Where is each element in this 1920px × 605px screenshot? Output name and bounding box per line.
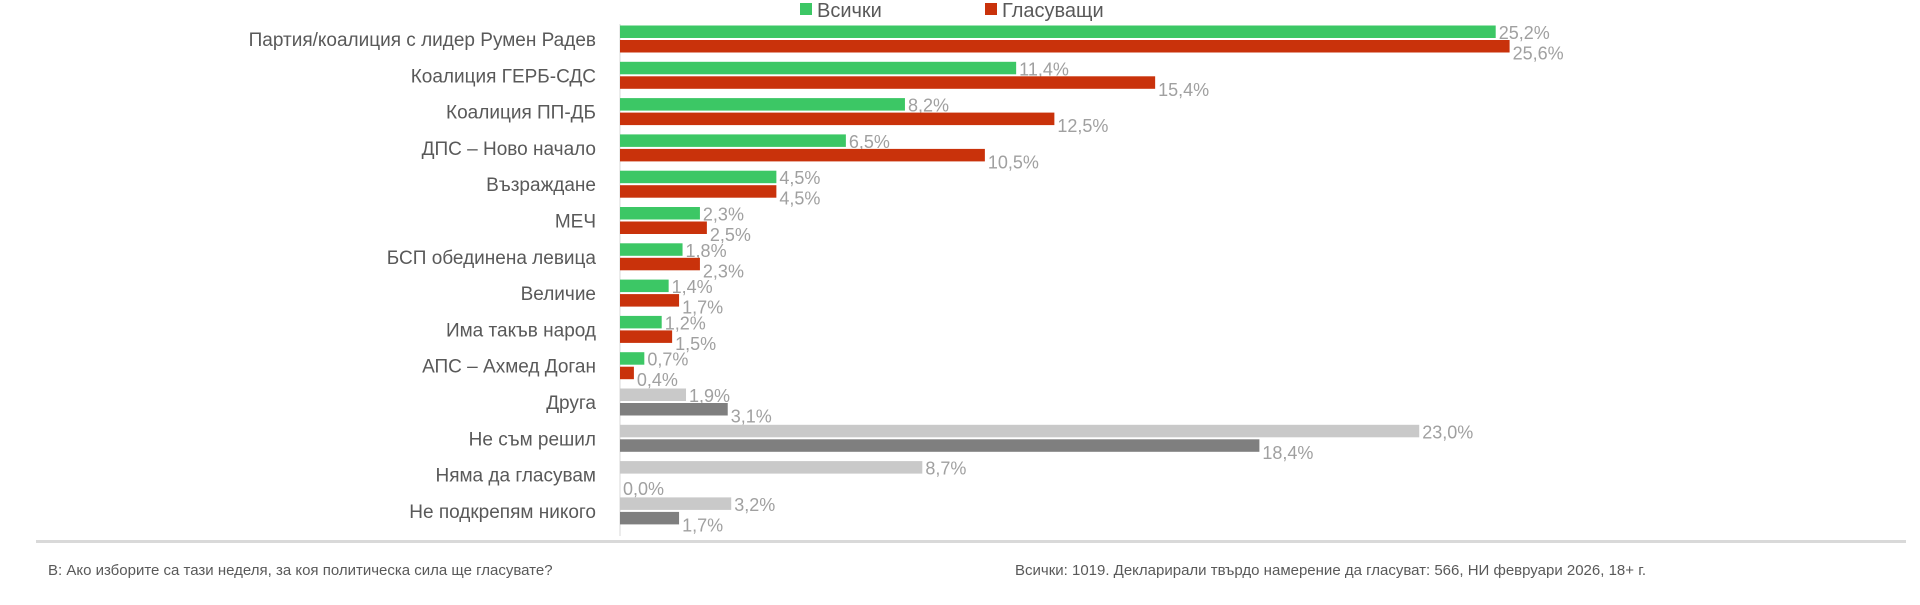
category-label: БСП обединена левица (387, 248, 597, 269)
value-label: 1,7% (682, 298, 723, 318)
bar-voters (620, 511, 680, 525)
bar-all (620, 207, 700, 220)
value-label: 1,2% (665, 313, 706, 333)
bar-all (620, 134, 846, 147)
bar-voters (620, 294, 680, 307)
value-label: 3,2% (734, 495, 775, 515)
bar-voters (620, 439, 1260, 452)
bar-voters (620, 185, 777, 198)
bar-all (620, 279, 669, 293)
category-label: АПС – Ахмед Доган (422, 357, 596, 378)
footer-divider (36, 540, 1906, 543)
bar-all (620, 25, 1496, 38)
value-label: 1,5% (675, 334, 716, 354)
category-label: Партия/коалиция с лидер Румен Радев (249, 30, 596, 51)
bar-all (620, 61, 1017, 75)
bar-all (620, 388, 687, 401)
value-label: 10,5% (988, 152, 1039, 172)
category-label: Има такъв народ (446, 320, 596, 341)
bar-voters (620, 112, 1055, 126)
sample-note: Всички: 1019. Декларирали твърдо намерен… (1015, 562, 1646, 579)
value-label: 15,4% (1158, 80, 1209, 100)
value-label: 1,7% (682, 515, 723, 535)
category-label: МЕЧ (555, 212, 596, 233)
bar-voters (620, 221, 707, 234)
value-label: 0,7% (647, 350, 688, 370)
bar-voters (620, 148, 985, 162)
category-label: Не съм решил (469, 429, 596, 450)
bar-all (620, 170, 777, 184)
bar-voters (620, 330, 673, 343)
category-label: Величие (521, 284, 596, 305)
bar-all (620, 352, 645, 365)
value-label: 0,4% (637, 370, 678, 390)
value-label: 0,0% (623, 479, 664, 499)
value-label: 2,3% (703, 261, 744, 281)
category-label: ДПС – Ново начало (422, 139, 596, 160)
legend-label-2: Гласуващи (1002, 0, 1104, 22)
value-label: 8,7% (925, 459, 966, 479)
bar-voters (620, 403, 728, 416)
bar-all (620, 424, 1420, 438)
value-label: 23,0% (1422, 422, 1473, 442)
value-label: 8,2% (908, 96, 949, 116)
value-label: 18,4% (1262, 443, 1313, 463)
bar-all (620, 497, 732, 510)
value-label: 1,8% (686, 241, 727, 261)
value-label: 4,5% (779, 189, 820, 209)
category-label: Коалиция ПП-ДБ (446, 103, 596, 124)
value-label: 4,5% (779, 168, 820, 188)
bar-all (620, 243, 683, 256)
value-label: 25,2% (1499, 23, 1550, 43)
bar-voters (620, 257, 700, 271)
survey-question: В: Ако изборите са тази неделя, за коя п… (48, 562, 553, 579)
legend-label-1: Всички (817, 0, 882, 22)
value-label: 11,4% (1019, 59, 1069, 79)
category-label: Няма да гласувам (435, 466, 596, 487)
bar-all (620, 461, 923, 474)
bar-all (620, 315, 662, 329)
bar-voters (620, 366, 634, 380)
bar-voters (620, 40, 1510, 53)
category-label: Не подкрепям никого (409, 502, 596, 523)
value-label: 2,3% (703, 205, 744, 225)
value-label: 3,1% (731, 407, 772, 427)
value-label: 1,9% (689, 386, 730, 406)
category-label: Друга (546, 393, 596, 414)
value-label: 12,5% (1057, 116, 1108, 136)
bar-voters (620, 76, 1156, 89)
category-label: Коалиция ГЕРБ-СДС (411, 66, 596, 87)
value-label: 2,5% (710, 225, 751, 245)
category-label: Възраждане (486, 175, 596, 196)
legend-swatch-1 (800, 3, 812, 15)
bar-all (620, 98, 905, 111)
bar-chart: Всички Гласуващи Партия/коалиция с лидер Р… (249, 0, 1564, 536)
legend-swatch-2 (985, 3, 997, 15)
value-label: 25,6% (1513, 44, 1564, 64)
value-label: 1,4% (672, 277, 713, 297)
value-label: 6,5% (849, 132, 890, 152)
